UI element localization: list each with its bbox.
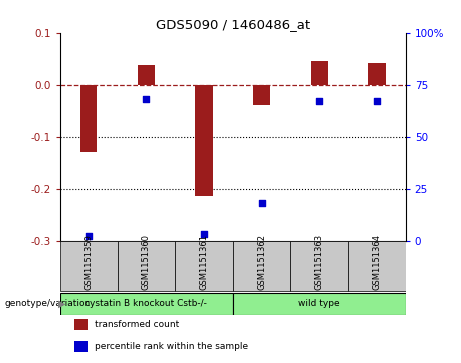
Bar xyxy=(74,341,88,352)
Text: GSM1151363: GSM1151363 xyxy=(315,234,324,290)
Bar xyxy=(60,293,233,315)
Point xyxy=(85,233,92,239)
Bar xyxy=(138,65,155,85)
Bar xyxy=(80,85,97,152)
Text: GSM1151362: GSM1151362 xyxy=(257,234,266,290)
Text: ▶: ▶ xyxy=(58,299,65,309)
Point xyxy=(200,232,207,237)
Text: transformed count: transformed count xyxy=(95,320,179,329)
Bar xyxy=(348,241,406,291)
Text: GSM1151359: GSM1151359 xyxy=(84,234,93,290)
Text: genotype/variation: genotype/variation xyxy=(5,299,91,308)
Bar xyxy=(290,241,348,291)
Bar xyxy=(74,319,88,330)
Point xyxy=(373,98,381,104)
Bar xyxy=(253,85,270,106)
Bar xyxy=(175,241,233,291)
Bar xyxy=(311,61,328,85)
Text: percentile rank within the sample: percentile rank within the sample xyxy=(95,342,248,351)
Bar xyxy=(195,85,213,196)
Text: cystatin B knockout Cstb-/-: cystatin B knockout Cstb-/- xyxy=(85,299,207,308)
Bar xyxy=(233,241,290,291)
Point xyxy=(142,96,150,102)
Bar xyxy=(233,293,406,315)
Point xyxy=(315,98,323,104)
Bar xyxy=(118,241,175,291)
Point xyxy=(258,200,266,206)
Text: GSM1151360: GSM1151360 xyxy=(142,234,151,290)
Bar xyxy=(60,241,118,291)
Text: wild type: wild type xyxy=(298,299,340,308)
Text: GSM1151361: GSM1151361 xyxy=(200,234,208,290)
Text: GSM1151364: GSM1151364 xyxy=(372,234,381,290)
Bar xyxy=(368,63,385,85)
Title: GDS5090 / 1460486_at: GDS5090 / 1460486_at xyxy=(156,19,310,32)
